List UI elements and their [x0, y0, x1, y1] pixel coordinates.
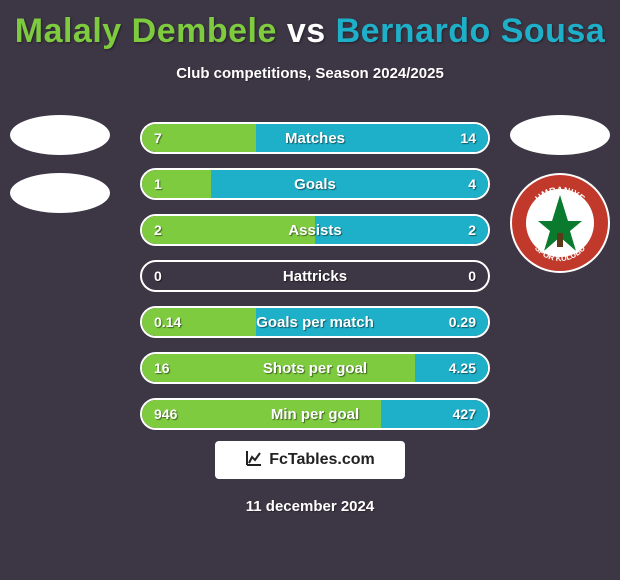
stat-row: 714Matches	[140, 122, 490, 154]
left-club-badges	[10, 115, 110, 213]
stat-row: 14Goals	[140, 168, 490, 200]
player2-name: Bernardo Sousa	[336, 12, 606, 50]
footer-brand-text: FcTables.com	[269, 451, 375, 469]
left-badge-2	[10, 173, 110, 213]
footer-brand: FcTables.com	[215, 441, 405, 479]
stat-label: Min per goal	[142, 406, 488, 423]
left-badge-1	[10, 115, 110, 155]
subtitle: Club competitions, Season 2024/2025	[0, 65, 620, 82]
vs-text: vs	[287, 12, 326, 50]
stat-row: 22Assists	[140, 214, 490, 246]
stat-row: 946427Min per goal	[140, 398, 490, 430]
player1-name: Malaly Dembele	[15, 12, 277, 50]
stat-label: Goals per match	[142, 314, 488, 331]
stat-label: Goals	[142, 176, 488, 193]
stat-label: Hattricks	[142, 268, 488, 285]
comparison-title: Malaly Dembele vs Bernardo Sousa	[0, 0, 620, 51]
stat-label: Assists	[142, 222, 488, 239]
stat-row: 00Hattricks	[140, 260, 490, 292]
stat-label: Shots per goal	[142, 360, 488, 377]
right-club-badges: UMRANIYE SPOR KULUBU	[510, 115, 610, 273]
footer-date: 11 december 2024	[0, 498, 620, 515]
stat-row: 0.140.29Goals per match	[140, 306, 490, 338]
stat-label: Matches	[142, 130, 488, 147]
stat-bars: 714Matches 14Goals 22Assists 00Hattricks 0.1…	[140, 122, 490, 430]
stat-row: 164.25Shots per goal	[140, 352, 490, 384]
right-badge-1	[510, 115, 610, 155]
club-crest-icon: UMRANIYE SPOR KULUBU	[510, 173, 610, 273]
chart-icon	[245, 449, 263, 472]
right-badge-2: UMRANIYE SPOR KULUBU	[510, 173, 610, 273]
